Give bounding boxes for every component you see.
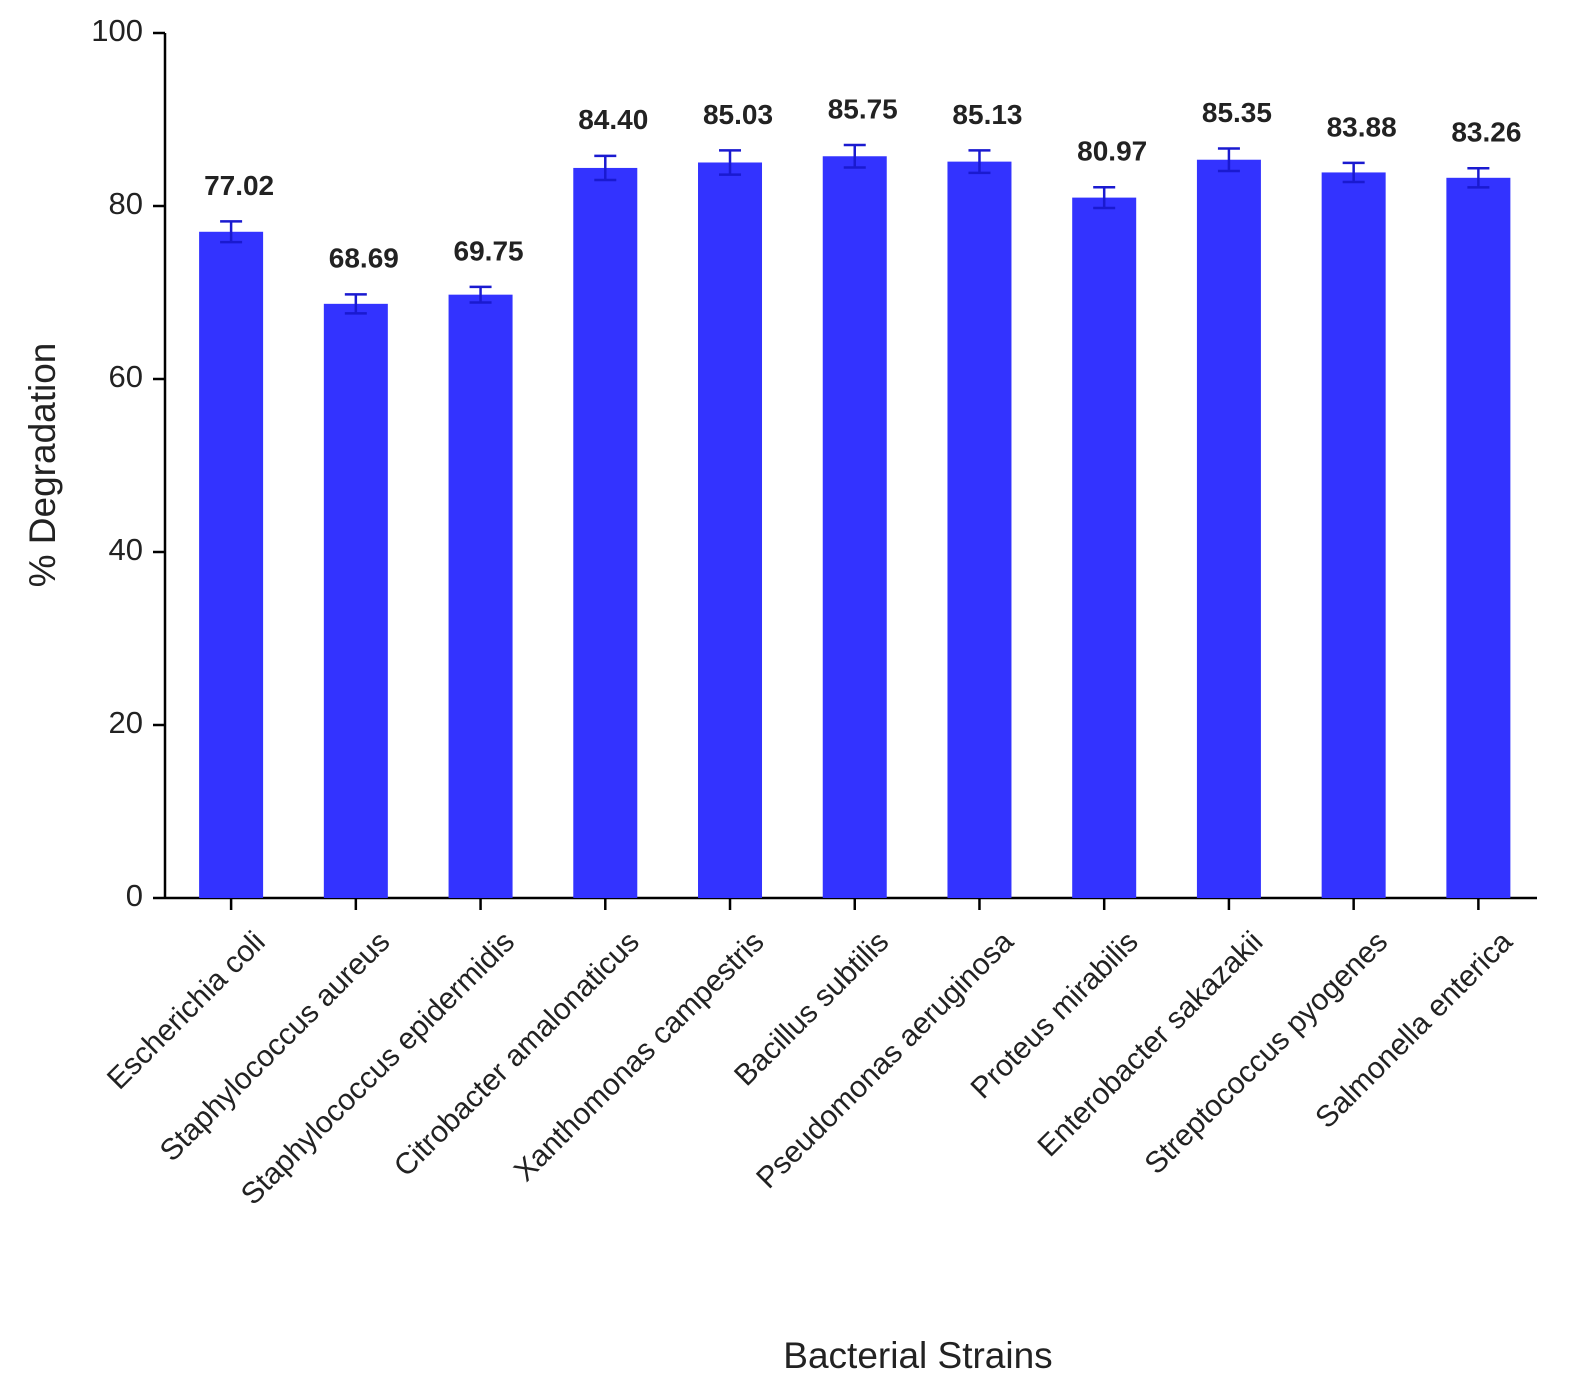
data-label: 77.02 <box>204 170 274 201</box>
x-tick-label: Streptococcus pyogenes <box>1139 925 1395 1181</box>
bar <box>1072 197 1137 898</box>
error-bar <box>594 154 617 182</box>
bar <box>573 167 638 898</box>
data-label: 84.40 <box>578 104 648 135</box>
data-label: 85.35 <box>1202 97 1272 128</box>
data-label: 83.26 <box>1451 117 1521 148</box>
y-tick-label: 20 <box>109 705 143 740</box>
y-tick-label: 60 <box>109 359 143 394</box>
data-label: 85.75 <box>828 93 898 124</box>
data-label: 68.69 <box>329 243 399 274</box>
error-bar <box>1093 185 1116 210</box>
data-label: 85.13 <box>952 99 1022 130</box>
x-axis-title: Bacterial Strains <box>783 1335 1052 1376</box>
bar <box>1321 172 1386 899</box>
x-tick-label: Staphylococcus aureus <box>154 925 397 1168</box>
x-tick-label: Enterobacter sakazakii <box>1032 925 1270 1163</box>
bar <box>199 231 264 899</box>
x-tick-label: Citrobacter amalonaticus <box>388 925 646 1183</box>
bar <box>822 156 887 898</box>
error-bar <box>843 143 866 169</box>
bar <box>947 161 1012 899</box>
data-label: 85.03 <box>703 99 773 130</box>
y-tick-label: 80 <box>109 186 143 221</box>
error-bar <box>220 220 243 244</box>
error-bar <box>344 293 367 315</box>
error-bar <box>1342 161 1365 184</box>
data-label: 80.97 <box>1077 136 1147 167</box>
bar <box>698 162 763 899</box>
x-tick-label: Pseudomonas aeruginosa <box>750 925 1020 1195</box>
error-bar <box>1217 147 1240 173</box>
error-bar <box>1467 167 1490 189</box>
data-label: 69.75 <box>454 235 524 266</box>
bar <box>1196 159 1261 898</box>
error-bar <box>719 149 742 176</box>
error-bar <box>469 285 492 304</box>
y-tick-label: 40 <box>109 532 143 567</box>
bar <box>323 303 388 898</box>
y-tick-label: 0 <box>126 878 143 913</box>
data-label: 83.88 <box>1327 111 1397 142</box>
y-tick-label: 100 <box>91 13 143 48</box>
bar <box>448 294 513 899</box>
bar <box>1446 177 1511 898</box>
x-tick-label: Xanthomonas campestris <box>508 925 771 1188</box>
y-axis-title: % Degradation <box>22 343 63 588</box>
error-bar <box>968 149 991 175</box>
